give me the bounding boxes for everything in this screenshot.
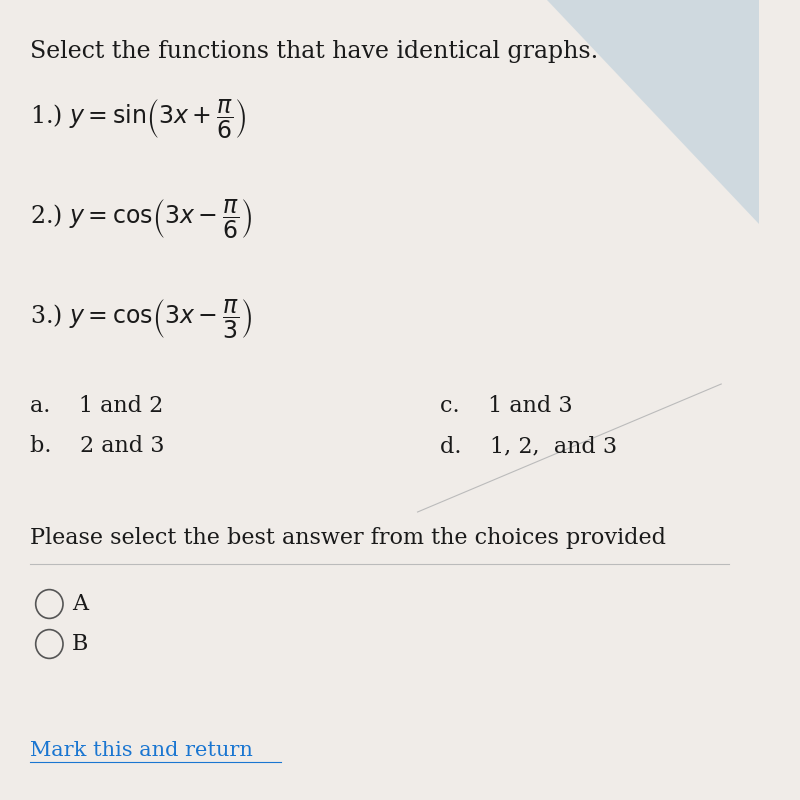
Text: b.    2 and 3: b. 2 and 3 [30, 435, 165, 457]
Text: Mark this and return: Mark this and return [30, 741, 254, 760]
Text: A: A [72, 593, 88, 615]
Text: d.    1, 2,  and 3: d. 1, 2, and 3 [440, 435, 618, 457]
Text: Select the functions that have identical graphs.: Select the functions that have identical… [30, 40, 598, 63]
Text: c.    1 and 3: c. 1 and 3 [440, 395, 573, 417]
Text: Please select the best answer from the choices provided: Please select the best answer from the c… [30, 527, 666, 549]
Polygon shape [546, 0, 759, 224]
Text: B: B [72, 633, 89, 655]
Text: 1.) $y = \sin\!\left(3x + \dfrac{\pi}{6}\right)$: 1.) $y = \sin\!\left(3x + \dfrac{\pi}{6}… [30, 98, 246, 141]
Text: 2.) $y = \cos\!\left(3x - \dfrac{\pi}{6}\right)$: 2.) $y = \cos\!\left(3x - \dfrac{\pi}{6}… [30, 198, 252, 241]
Text: a.    1 and 2: a. 1 and 2 [30, 395, 164, 417]
Text: 3.) $y = \cos\!\left(3x - \dfrac{\pi}{3}\right)$: 3.) $y = \cos\!\left(3x - \dfrac{\pi}{3}… [30, 298, 252, 341]
